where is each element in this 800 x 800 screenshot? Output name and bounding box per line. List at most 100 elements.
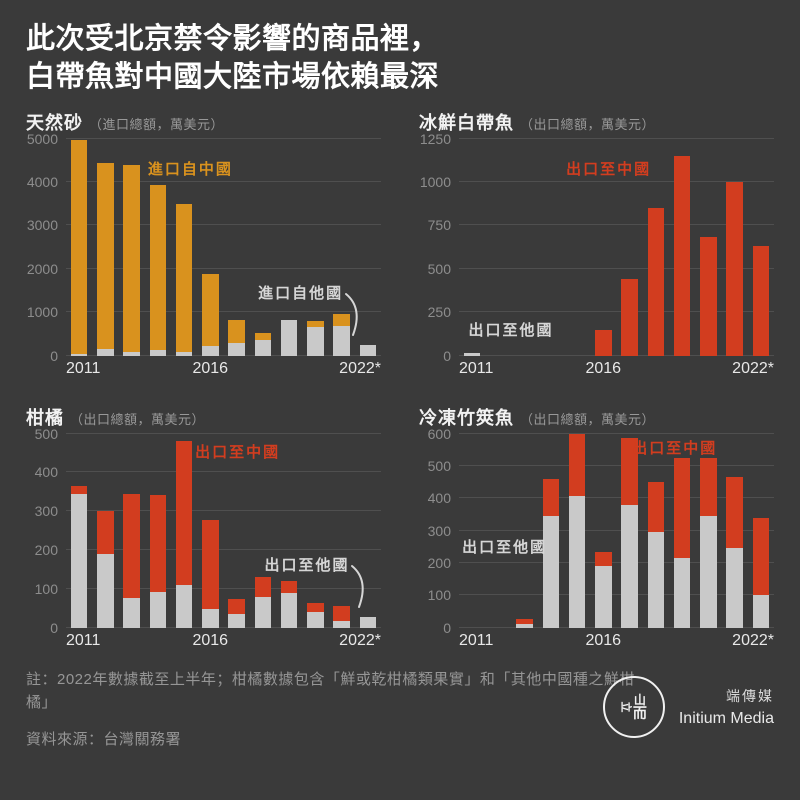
chart-title: 冷凍竹筴魚 [419,407,514,428]
stacked-bar [254,139,271,356]
bars [66,139,381,356]
plot-area: 出口至他國 出口至中國 [459,432,774,628]
stacked-bar [307,139,324,356]
bar-segment [280,581,298,593]
bar-2017 [224,434,250,628]
stacked-bar [621,139,638,356]
annotation-arrow [351,564,365,608]
chart-title: 冰鮮白帶魚 [419,112,514,133]
annotation-text: 出口至他國 [468,321,554,339]
bar-2012 [485,434,511,628]
bar-segment [333,606,350,621]
stacked-bar [97,139,114,356]
gridline [66,626,381,628]
stacked-bar [726,434,743,628]
bar-2014 [145,434,171,628]
source-note: 資料來源：台灣關務署 [26,731,182,749]
y-tick-label: 0 [443,619,451,636]
bar-segment [516,624,533,628]
bar-segment [149,349,166,356]
others-series-label: 出口至他國 [468,323,553,338]
stacked-bar [542,434,559,628]
chart-citrus: 柑橘 （出口總額，萬美元） 0 100 200 300 400 500 出口至中國 出口至他國 … [26,404,381,652]
bar-segment [123,493,140,599]
bar-2015 [564,433,590,628]
y-tick-label: 0 [50,619,58,636]
bar-segment [542,478,559,516]
bar-segment [359,616,376,628]
x-tick-label: 2016 [192,631,229,649]
stacked-bar [228,434,245,628]
gridline [459,224,774,226]
bar-segment [621,438,638,505]
bar-2022 [748,434,774,628]
bar-segment [228,613,245,628]
bar-segment [280,319,298,356]
bar-2016 [197,139,223,356]
stacked-bar [752,139,769,356]
bar-segment [175,441,193,585]
stacked-bar [700,139,717,356]
bar-segment [175,584,193,628]
bar-segment [70,485,88,494]
stacked-bar [175,434,193,628]
bar-segment [700,237,717,356]
annotation-text: 出口至中國 [632,440,718,458]
bar-segment [97,349,114,356]
bar-segment [568,433,586,497]
y-tick-label: 100 [34,580,58,597]
gridline [66,180,381,182]
bar-segment [595,551,612,567]
bar-2014 [538,434,564,628]
stacked-bar [463,139,481,356]
bar-segment [307,612,324,628]
stacked-bar [70,139,88,356]
y-tick-label: 3000 [26,217,58,234]
gridline [66,267,381,269]
footnote: 註：2022年數據截至上半年；柑橘數據包含「鮮或乾柑橘類果實」和「其他中國種之鮮… [26,670,635,711]
chart-header: 冷凍竹筴魚 （出口總額，萬美元） [419,404,774,434]
stacked-bar [307,434,324,628]
gridline [459,354,774,356]
bar-2018 [250,434,276,628]
gridline [459,267,774,269]
bar-2011 [459,434,485,628]
bar-segment [359,345,376,356]
stacked-bar [464,434,480,628]
bar-segment [333,620,350,628]
bar-2019 [669,139,695,356]
chart-fresh-hairtail: 冰鮮白帶魚 （出口總額，萬美元） 0 250 500 750 1000 1250 出口至中國出… [419,109,774,380]
x-axis: 2011 2016 2022* [459,628,774,652]
x-tick-label: 2011 [66,631,101,649]
page-title-line1: 此次受北京禁令影響的商品裡， [26,23,440,55]
logo-name-zh: 端傳媒 [726,687,774,704]
others-series-label: 出口至他國 [462,540,547,555]
bar-2021 [329,139,355,356]
gridline [66,137,381,139]
y-tick-label: 1000 [26,304,58,321]
stacked-bar [700,434,717,628]
bar-2018 [643,434,669,628]
bar-2020 [302,139,328,356]
bar-2017 [617,139,643,356]
bar-segment [568,496,586,628]
bar-segment [307,327,324,356]
bar-segment [752,246,769,356]
x-axis: 2011 2016 2022* [459,356,774,380]
chart-plot: 0 100 200 300 400 500 600 出口至他國 出口至中國 [419,427,774,635]
bar-segment [149,494,166,592]
footer: 註：2022年數據截至上半年；柑橘數據包含「鮮或乾柑橘類果實」和「其他中國種之鮮… [26,668,774,750]
gridline [459,497,774,499]
bar-segment [726,477,743,549]
bar-2021 [722,139,748,356]
bar-segment [647,532,664,628]
page-title-line2: 白帶魚對中國大陸市場依賴最深 [26,61,440,94]
logo-glyph: 而 [632,704,647,721]
gridline [66,354,381,356]
bar-2019 [276,434,302,628]
plot-area: 進口自中國 進口自他國 [66,137,381,356]
bar-segment [700,515,717,628]
bar-segment [700,457,717,516]
bar-2020 [302,434,328,628]
bar-segment [175,203,193,353]
